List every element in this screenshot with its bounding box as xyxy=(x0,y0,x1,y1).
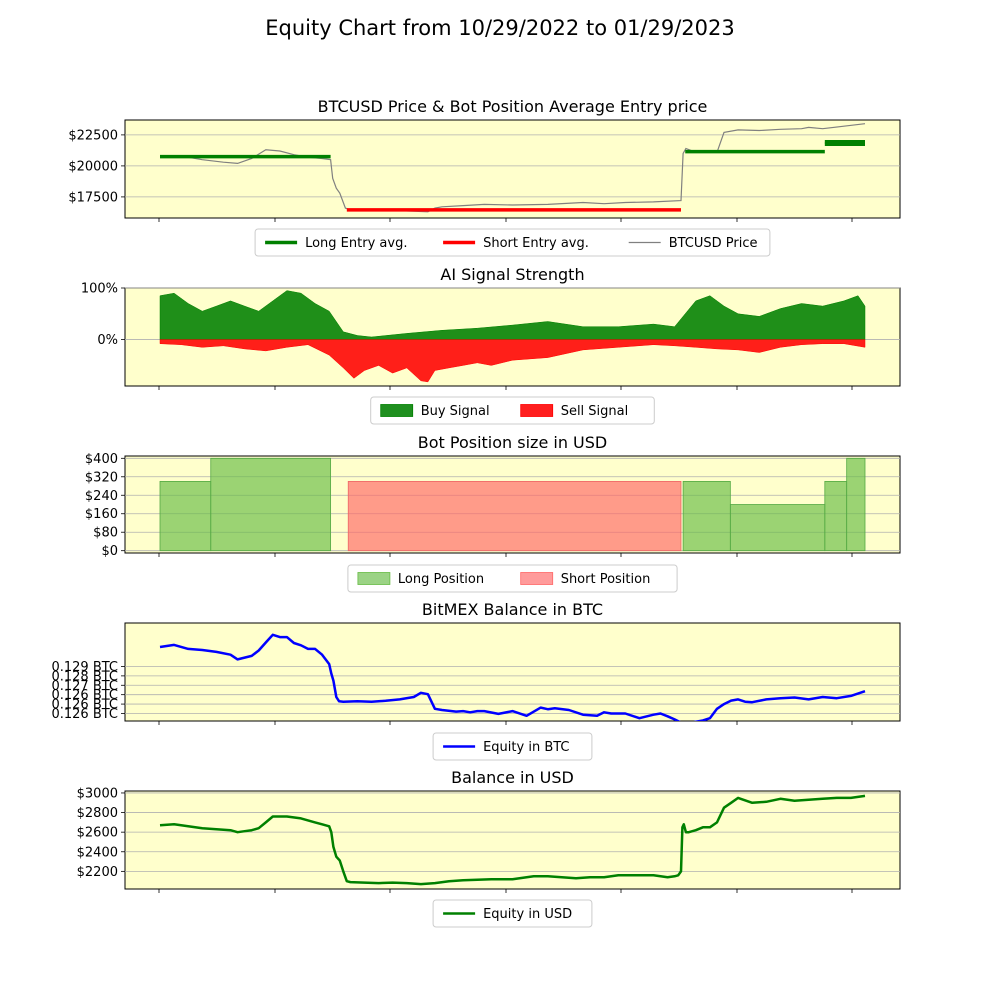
legend-label: Long Entry avg. xyxy=(305,236,407,251)
y-tick-label: 100% xyxy=(81,282,118,297)
long-position-block xyxy=(729,504,826,552)
legend-box xyxy=(254,228,771,257)
legend-box xyxy=(347,564,678,593)
legend-label: Long Position xyxy=(398,572,484,587)
plot-area xyxy=(124,790,901,890)
y-tick-label: 0.126 BTC xyxy=(51,688,118,703)
data-layer xyxy=(159,794,866,886)
plot-area xyxy=(124,622,901,722)
legend-label: Short Entry avg. xyxy=(483,236,589,251)
y-tick-label: $20000 xyxy=(68,159,118,174)
legend-box xyxy=(370,396,655,425)
y-tick-label: $3000 xyxy=(77,786,118,801)
y-tick-label: $0 xyxy=(101,544,118,559)
data-layer xyxy=(159,457,866,552)
legend-label: Sell Signal xyxy=(561,404,629,419)
short-position-block xyxy=(347,481,682,552)
legend-patch xyxy=(380,404,414,417)
y-tick-label: $2200 xyxy=(77,865,118,880)
legend: Long Entry avg. Short Entry avg. BTCUSD Pr… xyxy=(254,228,771,257)
long-position-block xyxy=(159,481,212,552)
y-tick-label: $400 xyxy=(85,452,118,467)
data-layer xyxy=(159,633,866,721)
y-tick-label: $240 xyxy=(85,489,118,504)
y-tick-label: 0.126 BTC xyxy=(51,707,118,722)
buy-signal-area xyxy=(159,290,866,340)
y-tick-label: 0.129 BTC xyxy=(51,660,118,675)
legend-box xyxy=(432,899,593,928)
legend-patch xyxy=(357,572,391,585)
plot-area xyxy=(124,119,901,219)
y-tick-label: 0% xyxy=(97,333,118,348)
legend-patch xyxy=(520,572,554,585)
long-position-block xyxy=(210,457,332,552)
panel-title: Balance in USD xyxy=(451,768,574,787)
y-tick-label: 0.126 BTC xyxy=(51,698,118,713)
btc-equity-line xyxy=(159,633,866,721)
long-position-block xyxy=(824,481,848,552)
legend-label: Short Position xyxy=(561,572,651,587)
panel-title: AI Signal Strength xyxy=(440,265,584,284)
y-tick-label: $320 xyxy=(85,470,118,485)
legend: Equity in USD xyxy=(432,899,593,928)
legend: Long Position Short Position xyxy=(347,564,678,593)
long-position-block xyxy=(682,481,731,552)
data-layer xyxy=(159,123,866,213)
y-tick-label: $22500 xyxy=(68,128,118,143)
panel-1: BTCUSD Price & Bot Position Average Entr… xyxy=(68,97,901,257)
y-tick-label: $2800 xyxy=(77,806,118,821)
legend-label: Buy Signal xyxy=(421,404,490,419)
legend-label: Equity in USD xyxy=(483,907,572,922)
y-tick-label: $80 xyxy=(93,526,118,541)
panel-title: Bot Position size in USD xyxy=(418,433,607,452)
legend-box xyxy=(432,732,593,761)
panel-title: BTCUSD Price & Bot Position Average Entr… xyxy=(318,97,708,116)
figure-title: Equity Chart from 10/29/2022 to 01/29/20… xyxy=(265,16,735,40)
legend-label: Equity in BTC xyxy=(483,740,569,755)
y-tick-label: 0.127 BTC xyxy=(51,679,118,694)
long-position-block xyxy=(846,457,866,552)
sell-signal-area xyxy=(159,339,866,383)
panel-title: BitMEX Balance in BTC xyxy=(422,600,603,619)
y-tick-label: $17500 xyxy=(68,190,118,205)
legend: Buy Signal Sell Signal xyxy=(370,396,655,425)
y-tick-label: 0.128 BTC xyxy=(51,669,118,684)
usd-equity-line xyxy=(159,794,866,886)
y-tick-label: $160 xyxy=(85,507,118,522)
legend: Equity in BTC xyxy=(432,732,593,761)
legend-patch xyxy=(520,404,554,417)
y-tick-label: $2400 xyxy=(77,845,118,860)
panel-2: AI Signal Strength 0% 100% Buy Signal Sell S… xyxy=(81,265,901,425)
panel-3: Bot Position size in USD $0 $80 $160 $240 $32… xyxy=(85,433,901,593)
legend-label: BTCUSD Price xyxy=(669,236,758,251)
y-tick-label: $2600 xyxy=(77,826,118,841)
panel-5: Balance in USD $2200 $2400 $2600 $2800 $3000 E… xyxy=(77,768,901,928)
data-layer xyxy=(159,290,866,383)
price-line xyxy=(159,123,866,213)
